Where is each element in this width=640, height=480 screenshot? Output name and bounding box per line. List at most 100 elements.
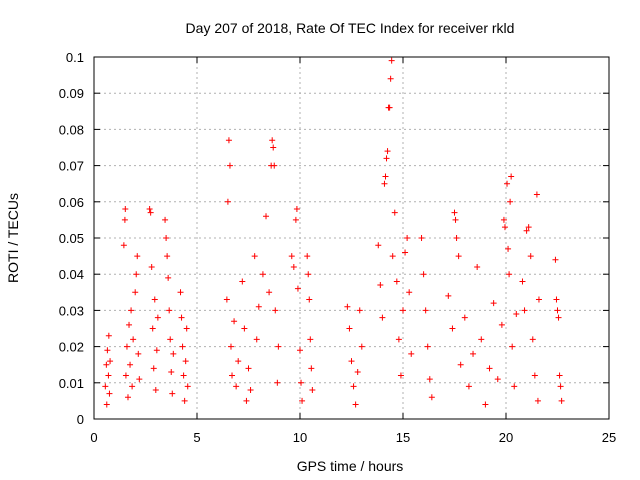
- y-tick-label: 0.03: [59, 303, 84, 318]
- data-point: [418, 235, 425, 241]
- data-point: [293, 206, 300, 213]
- data-point: [388, 57, 395, 64]
- data-point: [428, 394, 435, 401]
- data-point: [533, 191, 540, 198]
- data-point: [375, 242, 382, 249]
- y-tick-label: 0.01: [59, 376, 84, 391]
- data-point: [227, 343, 234, 350]
- y-tick-label: 0.06: [59, 195, 84, 210]
- y-tick-label: 0: [77, 412, 84, 427]
- data-point: [151, 296, 158, 303]
- data-point: [356, 307, 363, 314]
- data-point: [229, 372, 236, 379]
- data-point: [506, 271, 513, 278]
- data-point: [424, 343, 431, 350]
- data-point: [511, 383, 518, 390]
- data-point: [129, 383, 136, 390]
- data-point: [348, 358, 355, 365]
- data-point: [152, 387, 159, 394]
- data-point: [354, 368, 361, 375]
- data-point: [247, 387, 254, 394]
- data-point: [523, 227, 530, 234]
- plot-frame: [93, 56, 610, 420]
- y-tick-label: 0.05: [59, 231, 84, 246]
- y-tick-label: 0.08: [59, 122, 84, 137]
- data-point: [377, 282, 384, 289]
- data-point: [223, 296, 230, 303]
- data-point: [103, 401, 110, 408]
- data-point: [470, 350, 477, 357]
- data-point: [270, 144, 277, 151]
- data-point: [426, 376, 433, 383]
- data-point: [384, 148, 391, 155]
- data-point: [478, 336, 485, 343]
- data-point: [535, 296, 542, 303]
- data-point: [178, 314, 185, 321]
- data-point: [105, 332, 112, 339]
- data-point: [393, 278, 400, 285]
- data-point: [555, 314, 562, 321]
- data-point: [402, 249, 409, 256]
- data-point: [498, 321, 505, 328]
- data-point: [148, 263, 155, 270]
- x-axis-label: GPS time / hours: [297, 458, 404, 474]
- data-point: [508, 173, 515, 180]
- data-point: [307, 336, 314, 343]
- data-point: [449, 325, 456, 332]
- data-point: [107, 358, 114, 365]
- data-point: [105, 372, 112, 379]
- x-tick-label: 15: [396, 430, 410, 445]
- data-point: [126, 321, 133, 328]
- data-point: [153, 347, 160, 354]
- data-point: [184, 383, 191, 390]
- data-points: [102, 57, 565, 408]
- data-point: [266, 289, 273, 296]
- data-point: [226, 162, 233, 169]
- data-point: [233, 383, 240, 390]
- data-point: [180, 372, 187, 379]
- x-tick-label: 25: [602, 430, 616, 445]
- data-point: [150, 365, 157, 372]
- data-point: [346, 325, 353, 332]
- data-point: [154, 314, 161, 321]
- data-point: [269, 137, 276, 144]
- data-point: [525, 224, 532, 231]
- data-point: [556, 372, 563, 379]
- data-point: [453, 235, 460, 241]
- y-tick-label: 0.04: [59, 267, 84, 282]
- data-point: [165, 274, 172, 281]
- data-point: [501, 224, 508, 231]
- data-point: [309, 387, 316, 394]
- data-point: [133, 271, 140, 278]
- data-point: [134, 253, 141, 260]
- data-point: [552, 256, 559, 263]
- data-point: [168, 368, 175, 375]
- data-point: [558, 397, 565, 404]
- data-point: [379, 314, 386, 321]
- data-point: [290, 263, 297, 270]
- data-point: [531, 372, 538, 379]
- data-point: [557, 383, 564, 390]
- data-point: [231, 318, 238, 325]
- data-point: [521, 307, 528, 314]
- data-point: [474, 263, 481, 270]
- chart-title: Day 207 of 2018, Rate Of TEC Index for r…: [186, 20, 515, 36]
- data-point: [400, 307, 406, 314]
- data-point: [408, 350, 415, 357]
- data-point: [104, 347, 111, 354]
- data-point: [275, 343, 282, 350]
- data-point: [274, 379, 281, 386]
- data-point: [288, 253, 295, 260]
- data-point: [102, 383, 109, 390]
- data-point: [507, 198, 514, 205]
- data-point: [179, 343, 186, 350]
- data-point: [494, 376, 501, 383]
- data-point: [358, 343, 365, 350]
- data-point: [224, 198, 231, 205]
- data-point: [121, 216, 128, 223]
- data-point: [245, 365, 252, 372]
- data-point: [292, 216, 299, 223]
- data-point: [147, 209, 154, 216]
- data-point: [299, 397, 306, 404]
